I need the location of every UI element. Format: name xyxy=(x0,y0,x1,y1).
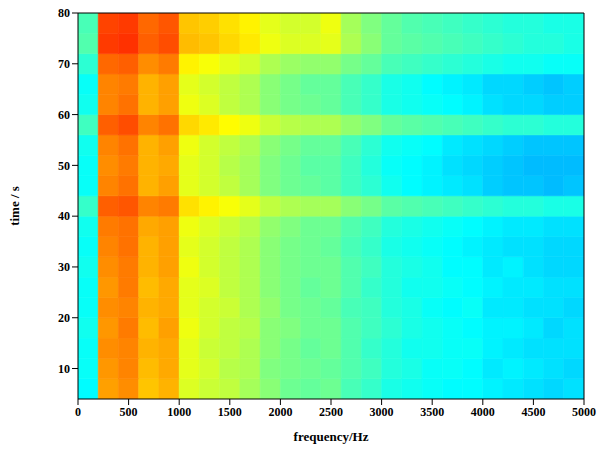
svg-text:10: 10 xyxy=(58,362,70,376)
svg-text:time / s: time / s xyxy=(7,186,22,226)
svg-text:1500: 1500 xyxy=(218,405,242,419)
svg-text:4500: 4500 xyxy=(521,405,545,419)
svg-text:80: 80 xyxy=(58,6,70,20)
svg-text:30: 30 xyxy=(58,260,70,274)
svg-text:20: 20 xyxy=(58,311,70,325)
svg-text:4000: 4000 xyxy=(471,405,495,419)
svg-text:70: 70 xyxy=(58,57,70,71)
svg-text:5000: 5000 xyxy=(572,405,596,419)
svg-text:3000: 3000 xyxy=(370,405,394,419)
svg-text:frequency/Hz: frequency/Hz xyxy=(294,429,369,444)
svg-text:2000: 2000 xyxy=(268,405,292,419)
svg-text:1000: 1000 xyxy=(167,405,191,419)
svg-text:2500: 2500 xyxy=(319,405,343,419)
svg-text:500: 500 xyxy=(120,405,138,419)
svg-text:0: 0 xyxy=(75,405,81,419)
svg-text:60: 60 xyxy=(58,108,70,122)
svg-text:40: 40 xyxy=(58,209,70,223)
svg-text:3500: 3500 xyxy=(420,405,444,419)
svg-text:50: 50 xyxy=(58,159,70,173)
